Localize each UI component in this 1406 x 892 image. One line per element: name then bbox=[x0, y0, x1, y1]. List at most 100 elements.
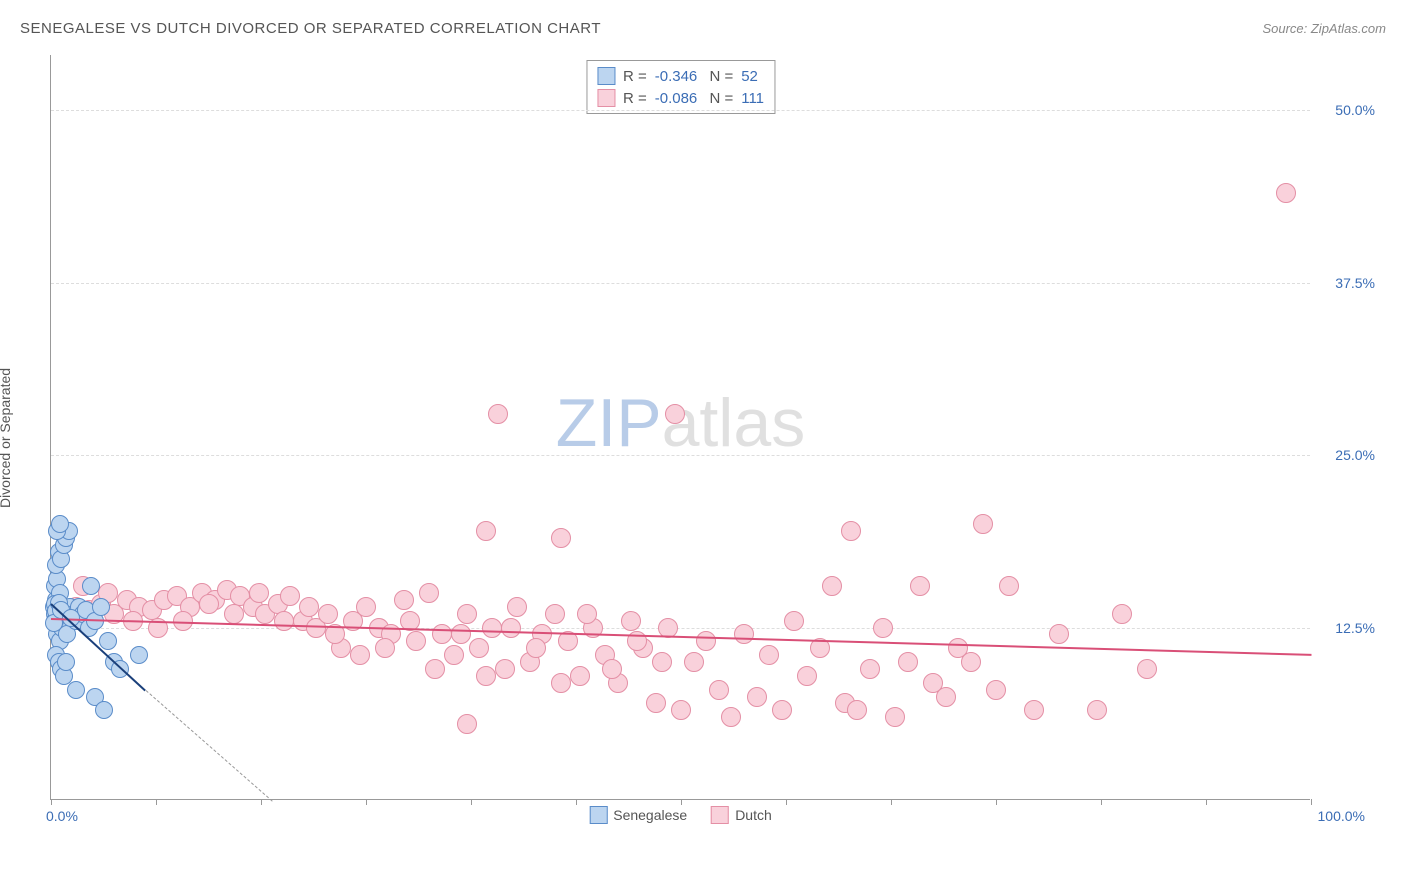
data-point bbox=[841, 521, 861, 541]
data-point bbox=[249, 583, 269, 603]
data-point bbox=[873, 618, 893, 638]
data-point bbox=[747, 687, 767, 707]
data-point bbox=[356, 597, 376, 617]
source-label: Source: bbox=[1262, 21, 1310, 36]
data-point bbox=[469, 638, 489, 658]
x-tick bbox=[786, 799, 787, 805]
data-point bbox=[419, 583, 439, 603]
data-point bbox=[95, 701, 113, 719]
x-axis-left-label: 0.0% bbox=[46, 808, 78, 824]
data-point bbox=[457, 604, 477, 624]
legend-bottom: Senegalese Dutch bbox=[589, 806, 772, 824]
data-point bbox=[224, 604, 244, 624]
data-point bbox=[999, 576, 1019, 596]
x-tick bbox=[471, 799, 472, 805]
legend-rn-row-1: R = -0.086 N = 111 bbox=[597, 87, 764, 109]
data-point bbox=[986, 680, 1006, 700]
data-point bbox=[898, 652, 918, 672]
r-value-0: -0.346 bbox=[655, 68, 698, 85]
r-label-1: R = bbox=[623, 90, 647, 107]
x-tick bbox=[366, 799, 367, 805]
data-point bbox=[526, 638, 546, 658]
legend-swatch-0 bbox=[589, 806, 607, 824]
data-point bbox=[671, 700, 691, 720]
data-point bbox=[709, 680, 729, 700]
swatch-0 bbox=[597, 67, 615, 85]
source: Source: ZipAtlas.com bbox=[1262, 21, 1386, 36]
x-tick bbox=[996, 799, 997, 805]
data-point bbox=[51, 515, 69, 533]
swatch-1 bbox=[597, 89, 615, 107]
data-point bbox=[621, 611, 641, 631]
y-tick-label: 25.0% bbox=[1335, 447, 1375, 463]
data-point bbox=[652, 652, 672, 672]
data-point bbox=[1024, 700, 1044, 720]
y-tick-label: 12.5% bbox=[1335, 620, 1375, 636]
data-point bbox=[488, 404, 508, 424]
data-point bbox=[299, 597, 319, 617]
data-point bbox=[199, 594, 219, 614]
data-point bbox=[406, 631, 426, 651]
data-point bbox=[721, 707, 741, 727]
data-point bbox=[570, 666, 590, 686]
x-tick bbox=[1311, 799, 1312, 805]
x-tick bbox=[681, 799, 682, 805]
data-point bbox=[885, 707, 905, 727]
data-point bbox=[495, 659, 515, 679]
trend-line bbox=[145, 690, 272, 801]
data-point bbox=[82, 577, 100, 595]
legend-swatch-1 bbox=[711, 806, 729, 824]
r-label-0: R = bbox=[623, 68, 647, 85]
data-point bbox=[551, 528, 571, 548]
data-point bbox=[476, 521, 496, 541]
data-point bbox=[551, 673, 571, 693]
data-point bbox=[734, 624, 754, 644]
x-tick bbox=[1206, 799, 1207, 805]
x-tick bbox=[576, 799, 577, 805]
data-point bbox=[772, 700, 792, 720]
data-point bbox=[1049, 624, 1069, 644]
data-point bbox=[860, 659, 880, 679]
data-point bbox=[1087, 700, 1107, 720]
x-tick bbox=[156, 799, 157, 805]
legend-item-dutch: Dutch bbox=[711, 806, 772, 824]
legend-label-1: Dutch bbox=[735, 807, 772, 823]
gridline bbox=[51, 455, 1310, 456]
data-point bbox=[545, 604, 565, 624]
data-point bbox=[684, 652, 704, 672]
data-point bbox=[432, 624, 452, 644]
data-point bbox=[350, 645, 370, 665]
data-point bbox=[67, 681, 85, 699]
x-tick bbox=[261, 799, 262, 805]
data-point bbox=[507, 597, 527, 617]
legend-label-0: Senegalese bbox=[613, 807, 687, 823]
n-label-0: N = bbox=[705, 68, 733, 85]
data-point bbox=[451, 624, 471, 644]
x-tick bbox=[51, 799, 52, 805]
title-bar: SENEGALESE VS DUTCH DIVORCED OR SEPARATE… bbox=[20, 20, 1386, 37]
data-point bbox=[444, 645, 464, 665]
watermark-part2: atlas bbox=[662, 385, 806, 461]
gridline bbox=[51, 283, 1310, 284]
data-point bbox=[797, 666, 817, 686]
y-tick-label: 37.5% bbox=[1335, 275, 1375, 291]
source-name: ZipAtlas.com bbox=[1311, 21, 1386, 36]
data-point bbox=[577, 604, 597, 624]
data-point bbox=[274, 611, 294, 631]
data-point bbox=[822, 576, 842, 596]
data-point bbox=[482, 618, 502, 638]
data-point bbox=[847, 700, 867, 720]
data-point bbox=[476, 666, 496, 686]
legend-item-senegalese: Senegalese bbox=[589, 806, 687, 824]
data-point bbox=[759, 645, 779, 665]
data-point bbox=[1112, 604, 1132, 624]
data-point bbox=[57, 653, 75, 671]
x-tick bbox=[891, 799, 892, 805]
data-point bbox=[425, 659, 445, 679]
data-point bbox=[1137, 659, 1157, 679]
chart-title: SENEGALESE VS DUTCH DIVORCED OR SEPARATE… bbox=[20, 20, 601, 37]
data-point bbox=[696, 631, 716, 651]
data-point bbox=[646, 693, 666, 713]
data-point bbox=[318, 604, 338, 624]
data-point bbox=[92, 598, 110, 616]
